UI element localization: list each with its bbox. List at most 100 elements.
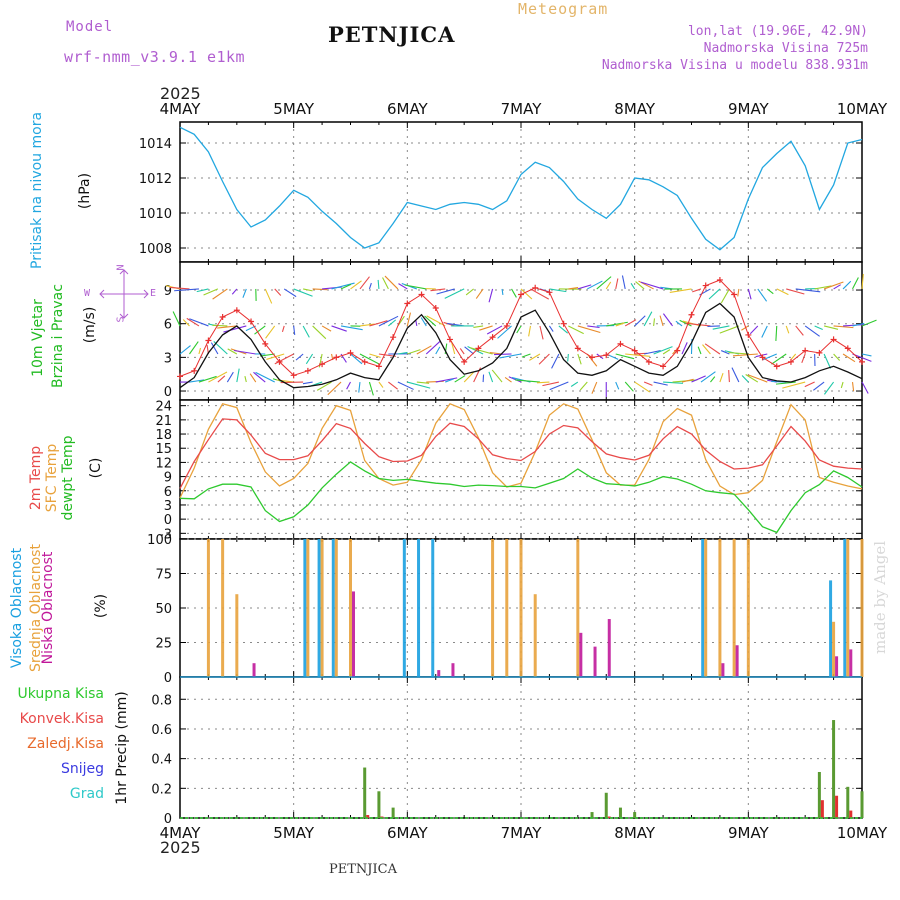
wind-barb: [407, 381, 431, 389]
model-label: Model: [66, 19, 114, 35]
wind-barb: [416, 345, 432, 355]
sfc-temp-line: [179, 403, 863, 499]
wind-barb: [741, 375, 749, 383]
wind-barb: [198, 347, 202, 355]
legend-convective: Konvek.Kisa: [19, 711, 104, 727]
wind-barb: [321, 325, 332, 332]
wind-barb: [587, 280, 603, 290]
wind-barb: [189, 341, 199, 355]
model-name: wrf-nmm_v3.9.1 e1km: [64, 48, 246, 66]
wind-barb: [719, 373, 724, 383]
pressure-ytick-label: 1012: [139, 172, 172, 187]
wind-barb: [719, 325, 740, 334]
wind-barb: [577, 353, 582, 365]
wind-barb: [579, 381, 588, 391]
cloud-bar: [437, 670, 441, 677]
wind-barb: [331, 325, 347, 332]
wind-barb: [260, 353, 275, 357]
compass-rose-icon: [99, 269, 149, 319]
wind-barb: [186, 317, 200, 327]
wind-barb: [568, 325, 584, 335]
top-year: 2025: [160, 84, 201, 103]
precip-ytick-label: 0.8: [151, 693, 172, 708]
wind-barb: [436, 288, 455, 295]
wind-barb: [813, 381, 825, 391]
wind-barb: [340, 325, 363, 331]
wind-barb: [312, 325, 327, 340]
product-title: Meteogram: [518, 0, 609, 18]
wind-barb: [359, 276, 370, 290]
elevation-text: Nadmorska Visina 725m: [703, 41, 868, 56]
cloud-bar: [829, 580, 833, 677]
wind-barb: [842, 280, 852, 290]
temp-ytick-label: 3: [164, 499, 172, 514]
wind-barb: [640, 281, 664, 290]
wind-barb: [737, 288, 740, 297]
temp-ytick-label: 15: [155, 442, 172, 457]
precip-bar: [849, 810, 853, 818]
wind-barb: [679, 319, 692, 327]
wind-barb: [368, 282, 372, 290]
wind-barb: [747, 288, 752, 300]
wind-barb: [542, 381, 560, 387]
wind-barb: [795, 325, 804, 336]
precip-bar: [590, 812, 594, 818]
cloud-bar: [431, 539, 435, 677]
wind-barb: [416, 381, 430, 384]
precip-bar: [391, 807, 395, 818]
wind-barb: [274, 288, 282, 296]
wind-barb: [425, 341, 441, 355]
wind-barb: [549, 381, 569, 391]
precip-bar: [846, 786, 850, 818]
wind-barb: [669, 288, 692, 293]
wind-barb: [728, 351, 749, 355]
wind-barb: [499, 353, 522, 359]
wind-barb: [382, 277, 389, 290]
wind-barb: [643, 311, 653, 327]
wind-ytick-label: 3: [164, 351, 172, 366]
wind-barb: [463, 371, 475, 383]
wind-barb: [508, 376, 522, 383]
cloud-bar: [576, 539, 580, 677]
wind-barb: [281, 325, 285, 333]
wind-barb: [316, 381, 332, 391]
wind-barb: [795, 288, 821, 293]
legend-freezing: Zaledj.Kisa: [27, 736, 104, 752]
pressure-ytick-label: 1014: [139, 137, 172, 152]
wind-barb: [663, 381, 684, 384]
wind-ytick-label: 0: [164, 385, 172, 400]
wind-barb: [430, 288, 446, 292]
wind-ytick-label: 9: [164, 284, 172, 299]
wind-barb: [630, 283, 636, 290]
temp-ytick-label: 6: [164, 485, 172, 500]
wind-barb: [708, 288, 721, 300]
wind-barb: [212, 288, 228, 300]
wind-barb: [489, 352, 503, 355]
wind-barb: [265, 325, 276, 339]
temp-ytick-label: 12: [155, 456, 172, 471]
wind-barb: [488, 288, 494, 303]
wind-barb: [233, 349, 256, 355]
temp-ytick-label: 0: [164, 513, 172, 528]
wind-barb: [283, 288, 297, 298]
pressure-line: [179, 126, 863, 251]
cloud-ytick-label: 50: [155, 602, 172, 617]
precip-ytick-label: 0.6: [151, 723, 172, 738]
wind-barb: [340, 283, 352, 290]
precip-bar: [366, 815, 370, 818]
cloud-bar: [334, 539, 338, 677]
wind-barb: [720, 288, 730, 304]
xtick-label-top: 7MAY: [501, 100, 543, 118]
wind-barb: [624, 381, 634, 392]
wind-barb: [236, 368, 240, 383]
wind-barb: [728, 370, 730, 383]
wind-barb: [775, 325, 778, 341]
wind-barb: [558, 325, 569, 334]
cloud-bar: [704, 539, 708, 677]
wind-barb: [804, 325, 820, 337]
cloud-bar: [206, 539, 210, 677]
wind-barb: [454, 375, 466, 383]
wind-barb: [388, 319, 397, 327]
